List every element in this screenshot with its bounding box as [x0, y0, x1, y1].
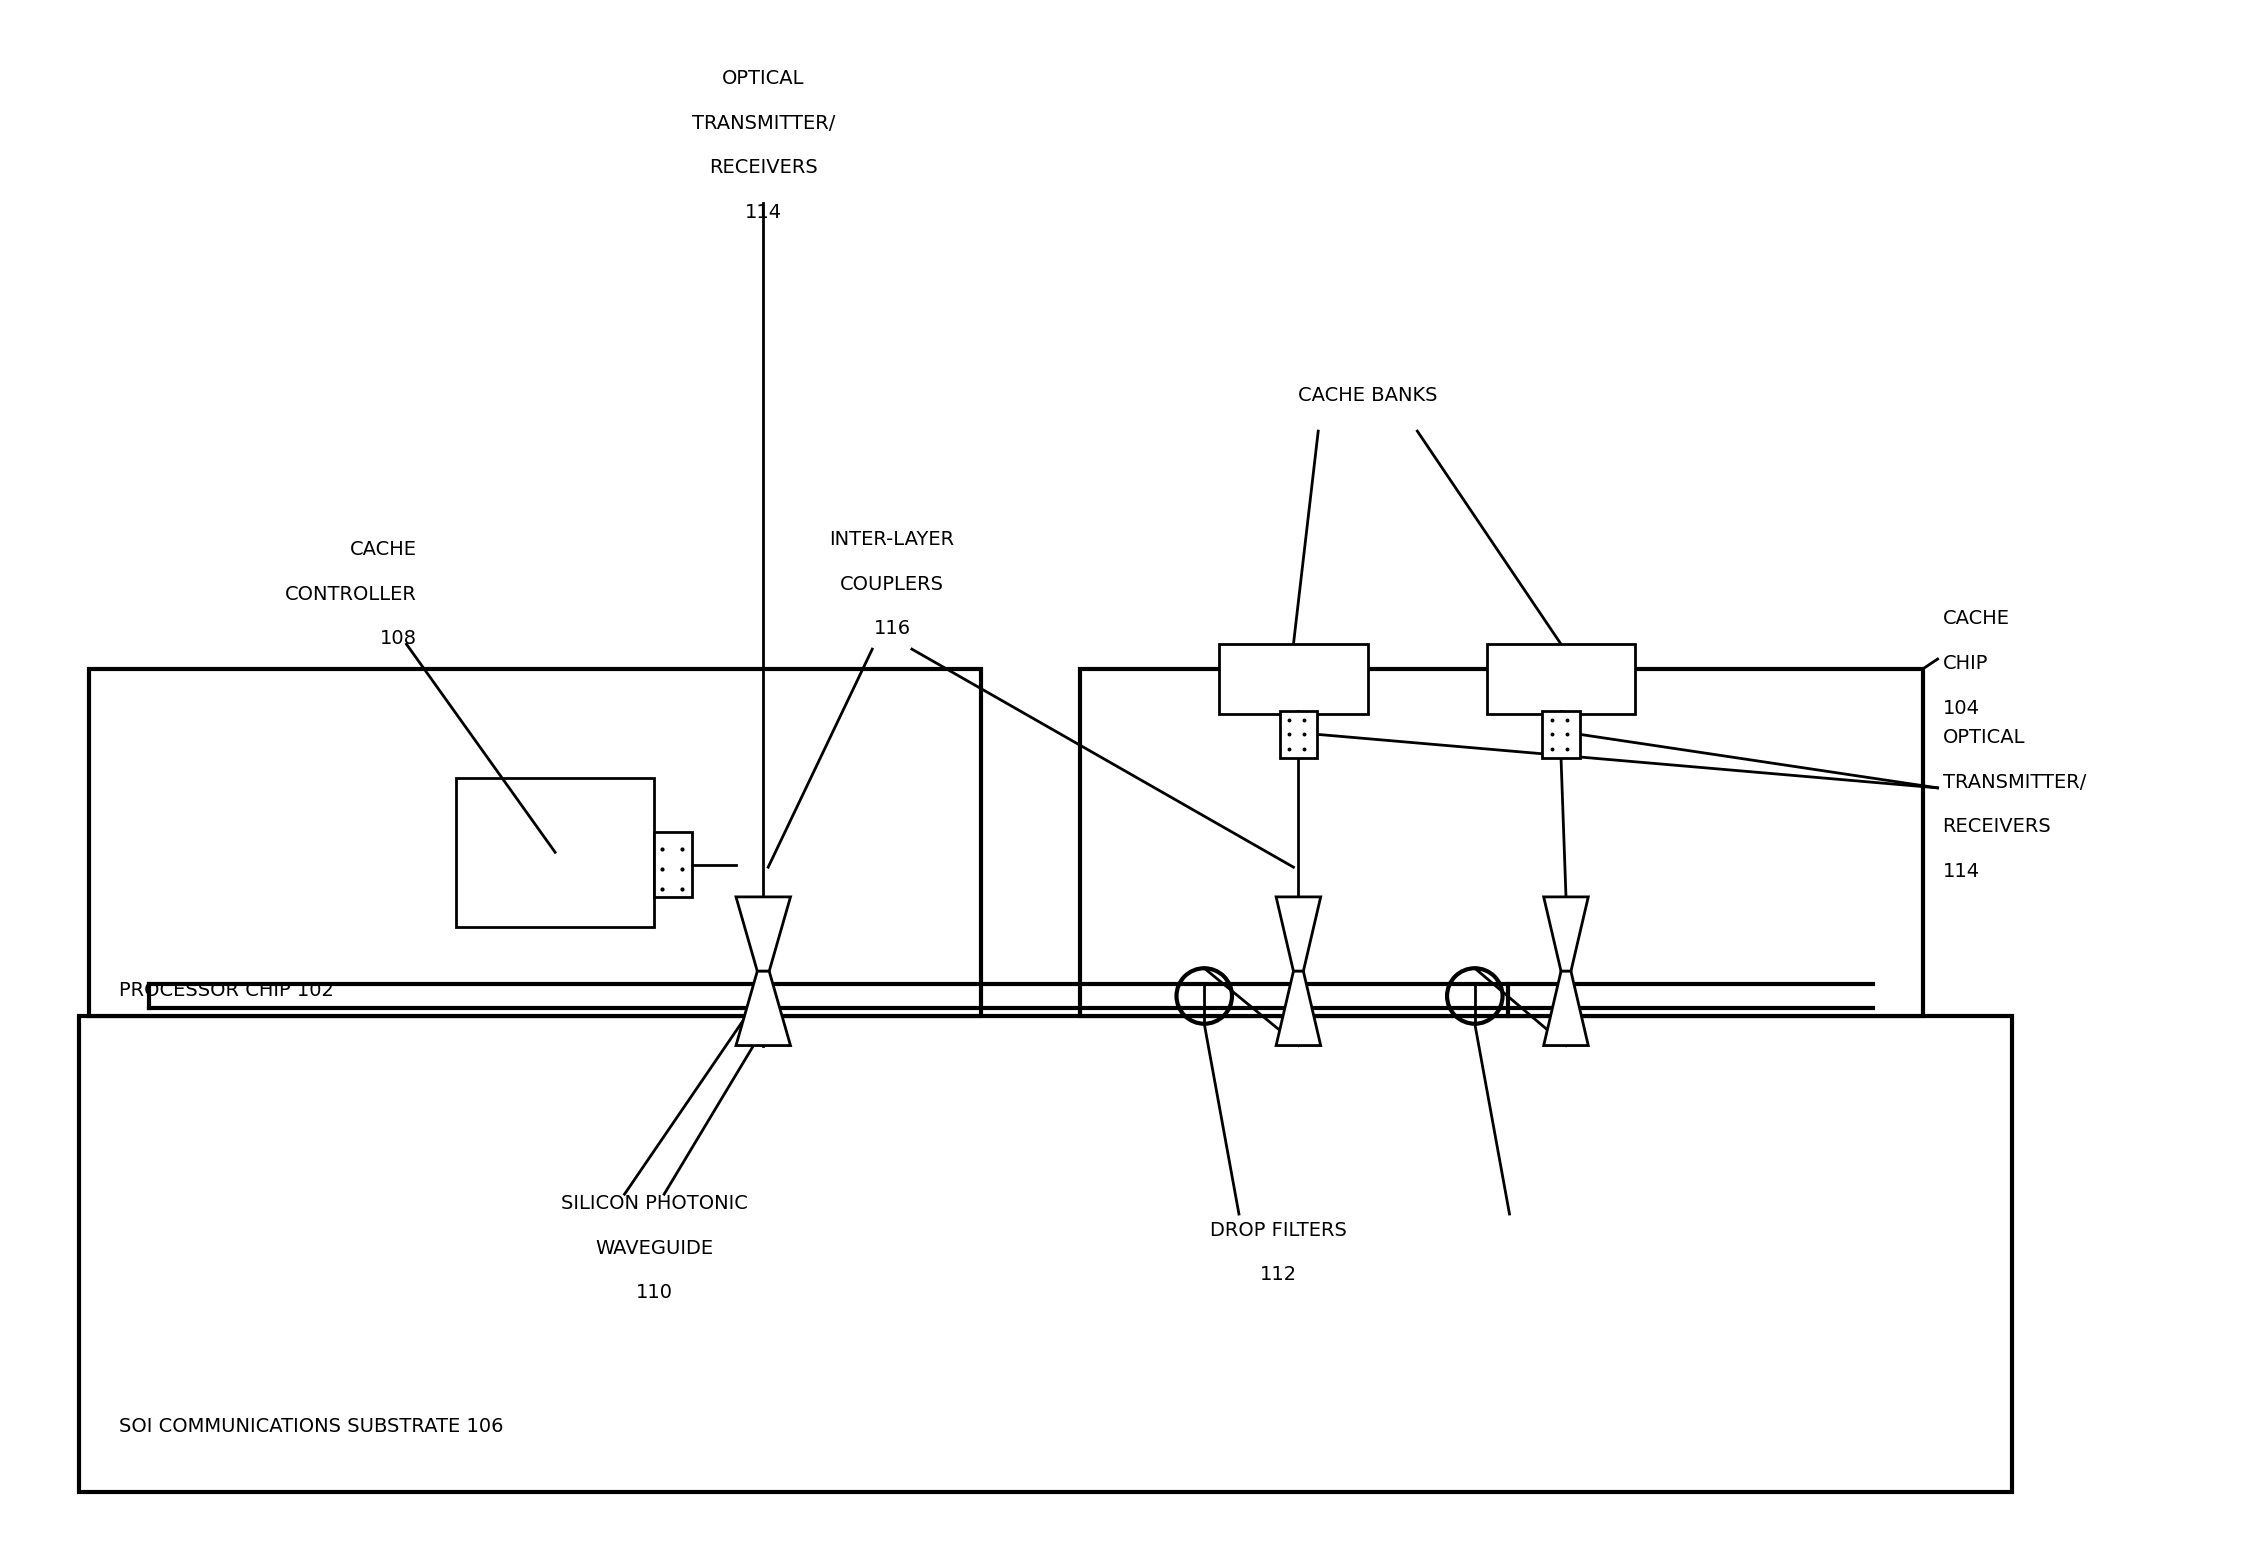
Text: DROP FILTERS: DROP FILTERS [1210, 1221, 1346, 1240]
Text: 110: 110 [635, 1283, 673, 1302]
Text: 112: 112 [1261, 1265, 1297, 1285]
Polygon shape [1544, 896, 1589, 971]
Text: RECEIVERS: RECEIVERS [1943, 817, 2051, 836]
Bar [90, 669, 981, 1015]
Polygon shape [736, 971, 790, 1045]
Text: INTER-LAYER: INTER-LAYER [830, 529, 954, 550]
Bar [1279, 711, 1317, 759]
Bar [1079, 669, 1923, 1015]
Text: OPTICAL: OPTICAL [1943, 728, 2024, 748]
Text: 114: 114 [745, 203, 781, 221]
Polygon shape [736, 896, 790, 971]
Text: CONTROLLER: CONTROLLER [285, 585, 417, 604]
Polygon shape [1277, 971, 1322, 1045]
Bar [79, 1015, 2013, 1492]
Bar [1218, 644, 1369, 714]
Text: WAVEGUIDE: WAVEGUIDE [595, 1238, 714, 1257]
Text: OPTICAL: OPTICAL [723, 70, 806, 88]
Text: CHIP: CHIP [1943, 653, 1988, 673]
Text: 104: 104 [1943, 698, 1979, 718]
Text: 116: 116 [873, 619, 911, 638]
Text: CACHE: CACHE [350, 540, 417, 559]
Text: CACHE BANKS: CACHE BANKS [1297, 387, 1438, 406]
Text: SOI COMMUNICATIONS SUBSTRATE 106: SOI COMMUNICATIONS SUBSTRATE 106 [119, 1416, 503, 1437]
Bar [655, 833, 691, 896]
Text: SILICON PHOTONIC: SILICON PHOTONIC [561, 1194, 747, 1214]
Text: COUPLERS: COUPLERS [839, 574, 945, 594]
Text: CACHE: CACHE [1943, 610, 2011, 628]
Polygon shape [1544, 971, 1589, 1045]
Bar [456, 779, 655, 927]
Text: TRANSMITTER/: TRANSMITTER/ [1943, 772, 2087, 793]
Bar [1488, 644, 1636, 714]
Text: PROCESSOR CHIP 102: PROCESSOR CHIP 102 [119, 981, 334, 1000]
Text: TRANSMITTER/: TRANSMITTER/ [691, 115, 835, 133]
Text: 108: 108 [379, 628, 417, 649]
Bar [1542, 711, 1580, 759]
Text: RECEIVERS: RECEIVERS [709, 158, 817, 178]
Polygon shape [1277, 896, 1322, 971]
Text: 114: 114 [1943, 862, 1979, 881]
